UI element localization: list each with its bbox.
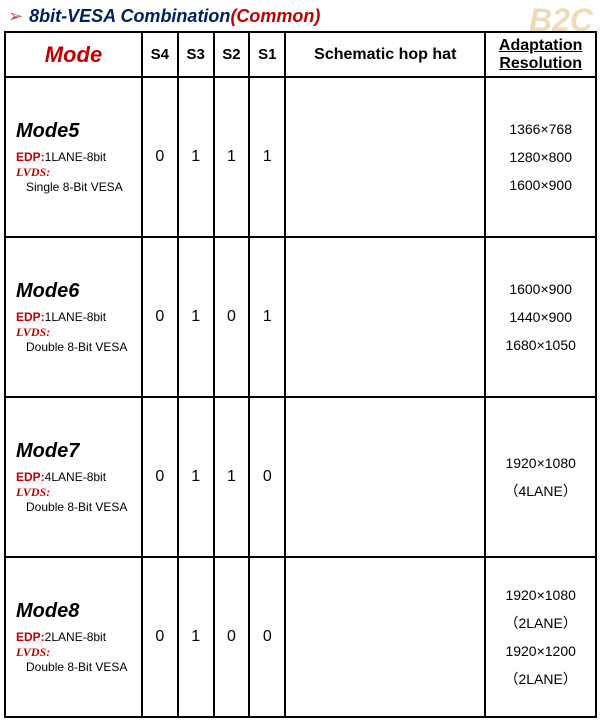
schematic-cell: b2cqshop bbox=[285, 77, 485, 237]
edp-label: EDP: bbox=[16, 470, 45, 484]
title-arrow-icon: ➢ bbox=[8, 6, 23, 27]
s2-cell: 1 bbox=[214, 77, 250, 237]
s2-cell: 0 bbox=[214, 557, 250, 717]
mode-name: Mode7 bbox=[16, 439, 79, 464]
schematic-cell: b2cqshop bbox=[285, 237, 485, 397]
hdr-s2: S2 bbox=[214, 32, 250, 77]
s1-cell: 0 bbox=[249, 397, 285, 557]
hdr-s3: S3 bbox=[178, 32, 214, 77]
edp-value: 2LANE-8bit bbox=[45, 630, 106, 644]
s2-cell: 1 bbox=[214, 397, 250, 557]
schematic-cell: b2cqshop bbox=[285, 397, 485, 557]
edp-label: EDP: bbox=[16, 630, 45, 644]
lvds-label: LVDS: bbox=[16, 165, 50, 179]
s1-cell: 1 bbox=[249, 237, 285, 397]
table-row: Mode5 EDP:1LANE-8bit LVDS: Single 8-Bit … bbox=[5, 77, 596, 237]
s3-cell: 1 bbox=[178, 557, 214, 717]
s2-cell: 0 bbox=[214, 237, 250, 397]
lvds-value: Double 8-Bit VESA bbox=[26, 340, 127, 355]
mode-cell: Mode7 EDP:4LANE-8bit LVDS: Double 8-Bit … bbox=[5, 397, 142, 557]
s4-cell: 0 bbox=[142, 77, 178, 237]
s3-cell: 1 bbox=[178, 77, 214, 237]
s1-cell: 1 bbox=[249, 77, 285, 237]
hdr-res-l2: Resolution bbox=[499, 55, 582, 72]
lvds-label: LVDS: bbox=[16, 325, 50, 339]
hdr-schematic: Schematic hop hat bbox=[285, 32, 485, 77]
lvds-label: LVDS: bbox=[16, 485, 50, 499]
lvds-value: Single 8-Bit VESA bbox=[26, 180, 123, 195]
hdr-res-l1: Adaptation bbox=[499, 37, 583, 54]
page-title: ➢ 8bit-VESA Combination (Common) bbox=[4, 4, 597, 31]
edp-label: EDP: bbox=[16, 150, 45, 164]
resolution-cell: 1600×9001440×9001680×1050 bbox=[485, 237, 596, 397]
lvds-label: LVDS: bbox=[16, 645, 50, 659]
schematic-cell: b2cqshop bbox=[285, 557, 485, 717]
s4-cell: 0 bbox=[142, 557, 178, 717]
table-row: Mode7 EDP:4LANE-8bit LVDS: Double 8-Bit … bbox=[5, 397, 596, 557]
mode-name: Mode6 bbox=[16, 279, 79, 304]
mode-cell: Mode8 EDP:2LANE-8bit LVDS: Double 8-Bit … bbox=[5, 557, 142, 717]
s4-cell: 0 bbox=[142, 237, 178, 397]
mode-name: Mode5 bbox=[16, 119, 79, 144]
mode-cell: Mode5 EDP:1LANE-8bit LVDS: Single 8-Bit … bbox=[5, 77, 142, 237]
table-header-row: Mode S4 S3 S2 S1 Schematic hop hat Adapt… bbox=[5, 32, 596, 77]
edp-value: 1LANE-8bit bbox=[45, 150, 106, 164]
resolution-cell: 1920×1080（4LANE） bbox=[485, 397, 596, 557]
mode-cell: Mode6 EDP:1LANE-8bit LVDS: Double 8-Bit … bbox=[5, 237, 142, 397]
resolution-cell: 1920×1080（2LANE）1920×1200（2LANE） bbox=[485, 557, 596, 717]
lvds-value: Double 8-Bit VESA bbox=[26, 500, 127, 515]
s3-cell: 1 bbox=[178, 237, 214, 397]
lvds-value: Double 8-Bit VESA bbox=[26, 660, 127, 675]
mode-name: Mode8 bbox=[16, 599, 79, 624]
hdr-s4: S4 bbox=[142, 32, 178, 77]
table-row: Mode8 EDP:2LANE-8bit LVDS: Double 8-Bit … bbox=[5, 557, 596, 717]
hdr-resolution: Adaptation Resolution bbox=[485, 32, 596, 77]
s3-cell: 1 bbox=[178, 397, 214, 557]
hdr-mode: Mode bbox=[5, 32, 142, 77]
edp-value: 1LANE-8bit bbox=[45, 310, 106, 324]
hdr-s1: S1 bbox=[249, 32, 285, 77]
s4-cell: 0 bbox=[142, 397, 178, 557]
table-row: Mode6 EDP:1LANE-8bit LVDS: Double 8-Bit … bbox=[5, 237, 596, 397]
edp-value: 4LANE-8bit bbox=[45, 470, 106, 484]
edp-label: EDP: bbox=[16, 310, 45, 324]
resolution-cell: 1366×7681280×8001600×900 bbox=[485, 77, 596, 237]
title-common: (Common) bbox=[230, 6, 320, 27]
title-main: 8bit-VESA Combination bbox=[29, 6, 230, 27]
mode-table: Mode S4 S3 S2 S1 Schematic hop hat Adapt… bbox=[4, 31, 597, 718]
s1-cell: 0 bbox=[249, 557, 285, 717]
